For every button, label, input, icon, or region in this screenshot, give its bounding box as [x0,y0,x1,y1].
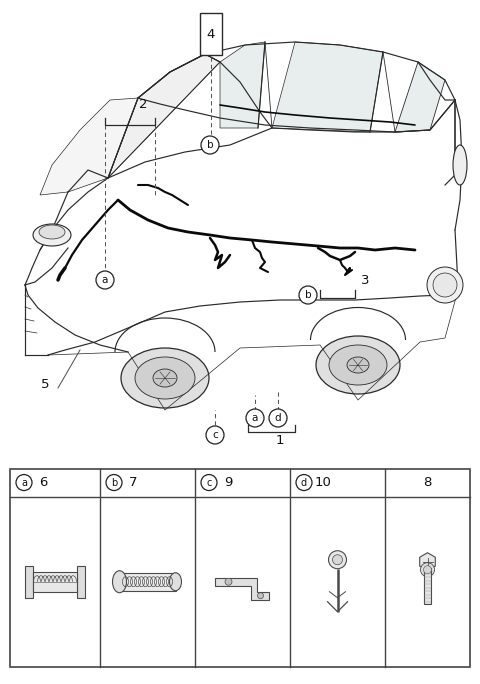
Text: 3: 3 [361,274,369,287]
Circle shape [106,475,122,490]
Text: a: a [102,275,108,285]
Circle shape [201,136,219,154]
Polygon shape [40,98,138,195]
Bar [77,566,85,598]
Polygon shape [108,54,220,178]
Bar [120,573,176,591]
Ellipse shape [33,224,71,246]
Bar [33,572,77,592]
Ellipse shape [153,369,177,387]
Circle shape [423,566,432,574]
Ellipse shape [135,357,195,399]
Text: 1: 1 [276,434,284,447]
Bar [424,568,431,604]
Bar [10,469,470,667]
Circle shape [257,593,264,598]
Polygon shape [220,42,265,128]
Text: 5: 5 [41,378,49,391]
Circle shape [296,475,312,490]
Ellipse shape [347,357,369,373]
Circle shape [433,273,457,297]
Circle shape [333,555,343,565]
Bar [25,566,33,598]
Ellipse shape [329,345,387,385]
Polygon shape [272,42,383,132]
Ellipse shape [112,570,127,593]
Ellipse shape [121,348,209,408]
Ellipse shape [453,145,467,185]
Polygon shape [420,553,435,570]
Text: a: a [252,413,258,423]
Circle shape [225,578,232,586]
Text: b: b [111,477,117,488]
Text: d: d [275,413,281,423]
Text: d: d [301,477,307,488]
Circle shape [206,426,224,444]
Text: 6: 6 [39,476,47,489]
Text: a: a [21,477,27,488]
Ellipse shape [169,573,181,591]
Circle shape [246,409,264,427]
Circle shape [269,409,287,427]
Text: b: b [207,140,213,150]
Circle shape [16,475,32,490]
Text: b: b [305,290,312,300]
Text: c: c [212,430,218,440]
Text: 9: 9 [224,476,232,489]
Text: 4: 4 [207,29,215,42]
Circle shape [96,271,114,289]
Circle shape [420,563,434,577]
Circle shape [427,267,463,303]
Text: 10: 10 [314,476,331,489]
Text: c: c [206,477,212,488]
Bar [200,13,222,55]
Ellipse shape [39,225,65,239]
Circle shape [299,286,317,304]
Circle shape [328,551,347,568]
Circle shape [201,475,217,490]
Text: 7: 7 [129,476,137,489]
Ellipse shape [316,336,400,394]
Text: 8: 8 [423,476,432,489]
Text: 2: 2 [139,98,147,111]
Polygon shape [215,578,268,600]
Polygon shape [395,62,445,132]
